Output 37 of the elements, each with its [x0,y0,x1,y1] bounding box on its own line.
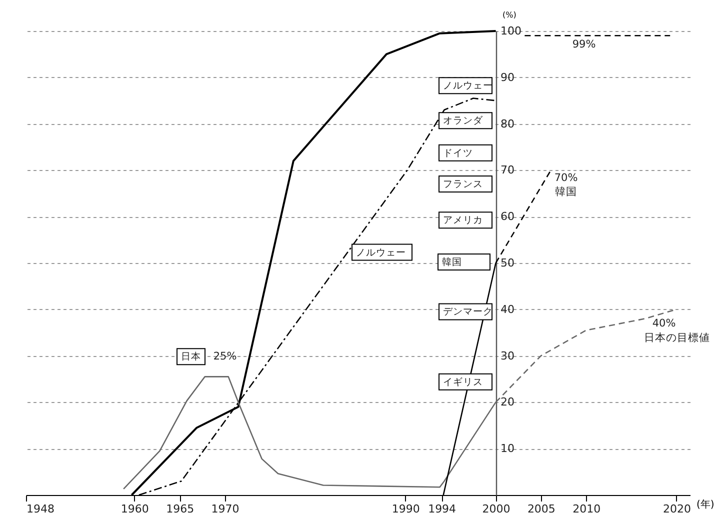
x-tick-label: 2020 [662,502,691,516]
annotation: イギリス [443,376,483,388]
x-tick-label: 2010 [572,502,601,516]
annotation: 70% [554,172,578,184]
annotation: オランダ [443,114,484,127]
x-tick-label: 1970 [211,502,240,516]
y-tick-label: 50 [500,256,514,270]
x-tick-label: 1960 [120,502,149,516]
y-tick-label: 70 [500,164,514,177]
annotation: ノルウェー [356,247,406,258]
annotation: アメリカ [443,215,483,226]
y-tick-label: 60 [500,210,514,224]
y-tick-label: 90 [500,70,514,84]
annotation: ドイツ [443,148,473,159]
x-tick-label: 1948 [26,502,54,516]
y-tick-label: 20 [500,396,514,409]
y-tick-label: 40 [500,302,514,316]
annotation: 日本の目標値 [644,331,710,344]
annotation: 韓国 [555,184,577,198]
annotation: 日本 [181,350,201,363]
y-tick-label: 100 [500,24,522,38]
annotation: 25% [213,350,237,363]
x-tick-label: 2000 [482,502,510,516]
x-tick-label: 2005 [527,502,556,516]
x-tick-label: 1965 [166,502,194,516]
annotation: 40% [652,317,676,330]
y-tick-label: 30 [500,349,514,362]
annotation: 99% [572,38,596,51]
y-tick-label: 80 [500,117,514,130]
annotation: フランス [443,179,483,190]
annotation: 韓国 [442,256,462,268]
x-axis-title: (年) [696,498,714,510]
x-tick-label: 1994 [428,502,456,516]
annotation: デンマーク [443,306,493,318]
x-tick-label: 1990 [392,502,420,516]
y-tick-label: 10 [500,442,514,456]
y-axis-title: (%) [502,10,516,20]
